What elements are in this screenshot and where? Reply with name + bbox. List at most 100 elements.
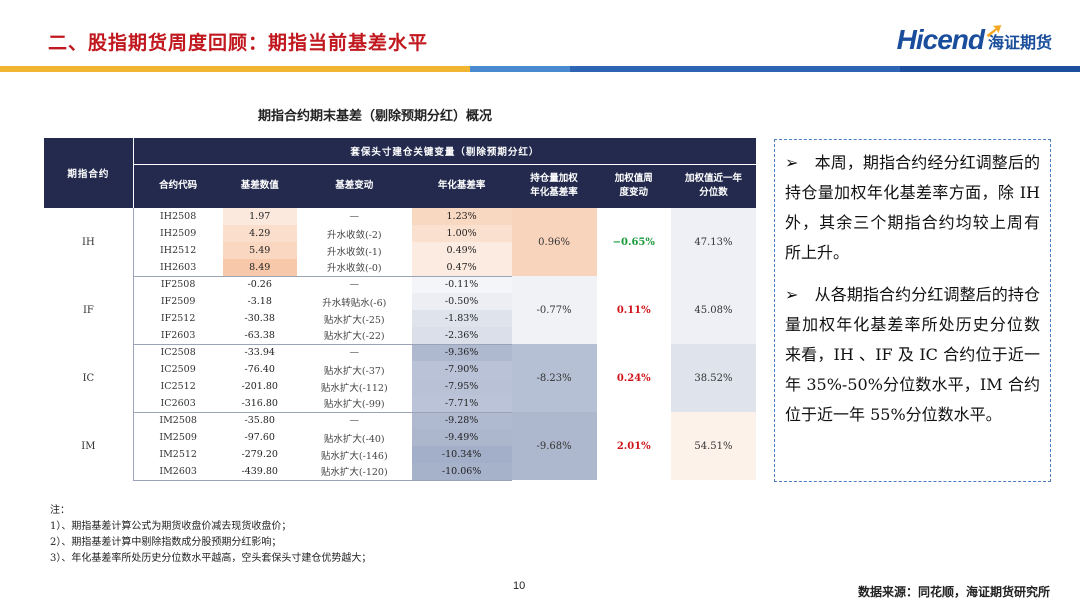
weekly-change: −0.65%: [612, 236, 655, 248]
contract-code: IH2512: [160, 245, 197, 256]
annual-basis-rate: -1.83%: [411, 310, 512, 327]
band-segment: [470, 66, 570, 72]
annual-basis-rate: -7.71%: [411, 395, 512, 413]
footnotes: 注： 1）、期指基差计算公式为期货收盘价减去现货收盘价； 2）、期指基差计算中剔…: [50, 503, 371, 567]
basis-change: —: [349, 415, 360, 427]
column-header: 年化基差率: [411, 163, 512, 208]
contract-code: IF2509: [160, 296, 196, 307]
contract-code: IF2508: [160, 279, 196, 291]
annual-basis-rate: -10.34%: [411, 446, 512, 463]
basis-value: -3.18: [222, 293, 297, 310]
contract-code: IH2509: [160, 228, 197, 239]
basis-change: —: [349, 211, 360, 222]
data-source: 数据来源：同花顺，海证期货研究所: [857, 585, 1050, 599]
contract-code: IC2512: [160, 381, 196, 392]
contract-code: IC2508: [160, 347, 196, 359]
table-caption: 期指合约期末基差（剔除预期分红）概况: [258, 109, 493, 124]
column-header: 持仓量加权 年化基差率: [511, 163, 597, 208]
footnote-3: 3）、年化基差率所处历史分位数水平越高，空头套保头寸建仓优势越大；: [50, 553, 372, 564]
basis-value: 1.97: [222, 208, 297, 225]
logo-mark-icon: ➚: [984, 20, 1001, 42]
annual-basis-rate: 0.49%: [411, 242, 512, 259]
basis-change: 升水收敛(-2): [326, 229, 382, 241]
annual-basis-rate: 0.47%: [411, 259, 512, 277]
annual-basis-rate: -9.36%: [411, 344, 512, 361]
group-label: IM: [44, 412, 134, 480]
column-header: 基差数值: [222, 163, 297, 208]
table-row: IC2509 -76.40 贴水扩大(-37) -7.90%: [44, 361, 756, 378]
basis-value: -316.80: [222, 395, 297, 413]
basis-change: 升水收敛(-1): [326, 246, 382, 258]
annual-basis-rate: -10.06%: [411, 463, 512, 481]
yearly-percentile: 38.52%: [670, 344, 756, 412]
weighted-annual-rate: 0.96%: [511, 208, 597, 276]
basis-value: -0.26: [222, 276, 297, 293]
basis-value: -30.38: [222, 310, 297, 327]
basis-value: 5.49: [222, 242, 297, 259]
band-segment: [0, 66, 310, 72]
basis-value: -201.80: [222, 378, 297, 395]
basis-value: -97.60: [222, 429, 297, 446]
table-row: IH2603 8.49 升水收敛(-0) 0.47%: [44, 259, 756, 277]
annual-basis-rate: 1.00%: [411, 225, 512, 242]
yearly-percentile: 54.51%: [670, 412, 756, 480]
basis-change: 贴水扩大(-40): [323, 433, 385, 445]
contract-code: IF2512: [160, 313, 196, 324]
table-row: IH2509 4.29 升水收敛(-2) 1.00%: [44, 225, 756, 242]
contract-code: IC2509: [160, 364, 196, 375]
table-row: IM2509 -97.60 贴水扩大(-40) -9.49%: [44, 429, 756, 446]
contract-code: IH2508: [160, 211, 197, 222]
basis-change: 贴水扩大(-22): [296, 327, 412, 345]
group-label: IC: [44, 344, 134, 412]
logo-wordmark: Hicend ➚: [896, 20, 1001, 55]
column-header: 基差变动: [296, 163, 412, 208]
contract-code: IM2603: [133, 463, 223, 481]
yearly-percentile: 45.08%: [670, 276, 756, 344]
table-row: IF2603 -63.38 贴水扩大(-22) -2.36%: [44, 327, 756, 345]
basis-change: 贴水扩大(-146): [320, 450, 388, 462]
footnote-1: 1）、期指基差计算公式为期货收盘价减去现货收盘价；: [50, 521, 292, 532]
company-logo: Hicend ➚ 海证期货: [896, 20, 1052, 56]
group-col-header: 期指合约: [44, 138, 134, 208]
table-row: IF2512 -30.38 贴水扩大(-25) -1.83%: [44, 310, 756, 327]
column-header: 加权值周 度变动: [596, 163, 671, 208]
weighted-annual-rate: -9.68%: [511, 412, 597, 480]
table-row: IF IF2508 -0.26 — -0.11% -0.77% 0.11% 45.08%: [44, 276, 756, 344]
logo-chinese-name: 海证期货: [987, 33, 1052, 52]
basis-change: 升水转贴水(-6): [322, 297, 387, 309]
band-segment: [310, 66, 470, 72]
contract-code: IM2509: [159, 432, 197, 443]
weekly-change: 0.24%: [616, 372, 651, 384]
yearly-percentile: 47.13%: [670, 208, 756, 276]
table-row: IM2512 -279.20 贴水扩大(-146) -10.34%: [44, 446, 756, 463]
basis-table: 期指合约 套保头寸建仓关键变量（剔除预期分红） 合约代码 基差数值 基差变动 年化基差…: [44, 138, 756, 481]
basis-value: -439.80: [222, 463, 297, 481]
column-headers: 合约代码 基差数值 基差变动 年化基差率 持仓量加权 年化基差率 加权值周 度变动 加权值近…: [44, 163, 756, 208]
table-body: IH IH2508 1.97 — 1.23% 0.96% −0.65% 47.13% IH250…: [44, 208, 756, 481]
basis-value: -63.38: [222, 327, 297, 345]
table-row: IC2603 -316.80 贴水扩大(-99) -7.71%: [44, 395, 756, 413]
basis-value: -76.40: [222, 361, 297, 378]
basis-value: -279.20: [222, 446, 297, 463]
header-color-band: [0, 66, 1080, 72]
annual-basis-rate: -0.11%: [411, 276, 512, 293]
annual-basis-rate: -9.49%: [411, 429, 512, 446]
commentary-point-1: ➢ 本周，期指合约经分红调整后的持仓量加权年化基差率方面，除 IH 外，其余三个…: [785, 153, 1040, 262]
weighted-annual-rate: -8.23%: [511, 344, 597, 412]
commentary-box: ➢ 本周，期指合约经分红调整后的持仓量加权年化基差率方面，除 IH 外，其余三个…: [774, 139, 1051, 482]
annual-basis-rate: -7.95%: [411, 378, 512, 395]
annual-basis-rate: -7.90%: [411, 361, 512, 378]
table-row: IF2509 -3.18 升水转贴水(-6) -0.50%: [44, 293, 756, 310]
basis-change: —: [349, 347, 360, 359]
annual-basis-rate: 1.23%: [411, 208, 512, 225]
page-number: 10: [513, 580, 526, 592]
group-label: IH: [44, 208, 134, 276]
annual-basis-rate: -9.28%: [411, 412, 512, 429]
contract-code: IM2508: [159, 415, 197, 427]
page-title: 二、股指期货周度回顾：期指当前基差水平: [48, 32, 429, 54]
basis-value: -35.80: [222, 412, 297, 429]
weekly-change: 0.11%: [616, 304, 651, 316]
table-row: IC IC2508 -33.94 — -9.36% -8.23% 0.24% 38.52%: [44, 344, 756, 412]
basis-change: —: [349, 279, 360, 291]
table-row: IC2512 -201.80 贴水扩大(-112) -7.95%: [44, 378, 756, 395]
